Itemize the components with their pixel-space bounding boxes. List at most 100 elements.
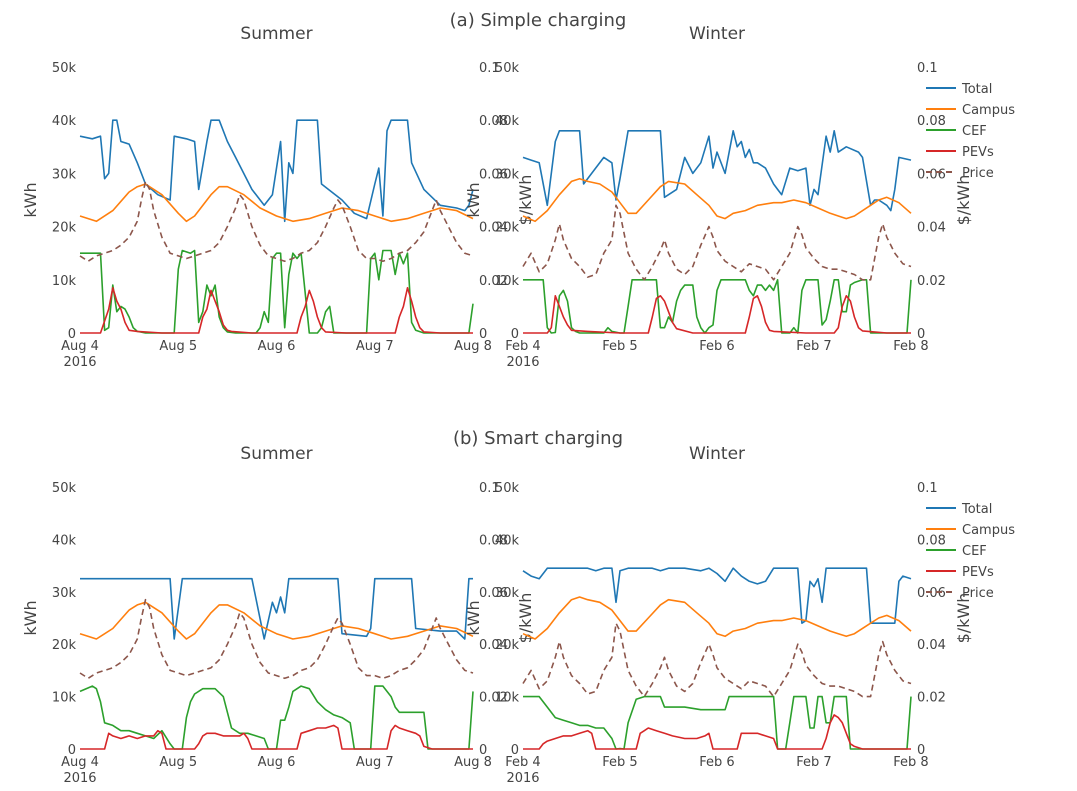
y-axis-title: kWh	[464, 182, 483, 217]
y2-tick-label: 0	[479, 743, 487, 758]
y-tick-label: 40k	[52, 114, 77, 129]
subplot-title: Summer	[240, 24, 312, 44]
y2-tick-label: 0.04	[917, 221, 946, 236]
y-tick-label: 10k	[52, 274, 77, 289]
series-line-pevs	[80, 724, 473, 750]
series-line-price	[79, 180, 474, 263]
subplot-title: Winter	[689, 444, 745, 464]
x-tick-label: Feb 8	[893, 755, 928, 770]
x-tick-label: Feb 6	[699, 339, 734, 354]
y2-tick-label: 0.1	[917, 481, 938, 496]
y2-axis-title: $/kWh	[516, 175, 535, 226]
x-tick-year-label: 2016	[506, 771, 539, 786]
legend-label-pevs: PEVs	[962, 565, 994, 580]
series-line-total	[522, 567, 912, 625]
x-tick-label: Aug 7	[356, 755, 394, 770]
y2-tick-label: 0	[917, 327, 925, 342]
y2-tick-label: 0	[479, 327, 487, 342]
panel-title-b: (b) Smart charging	[453, 428, 623, 449]
x-tick-label: Aug 7	[356, 339, 394, 354]
series-line-cef	[523, 695, 912, 750]
y-tick-label: 30k	[495, 586, 520, 601]
series-line-pevs	[80, 286, 473, 334]
y-axis-title: kWh	[21, 182, 40, 217]
legend-label-pevs: PEVs	[962, 145, 994, 160]
y-tick-label: 0	[511, 743, 519, 758]
y2-tick-label: 0.04	[479, 221, 508, 236]
y-tick-label: 20k	[52, 221, 77, 236]
x-tick-label: Aug 4	[61, 339, 99, 354]
y2-tick-label: 0.08	[917, 114, 946, 129]
y2-tick-label: 0.06	[917, 586, 946, 601]
series-line-cef	[80, 249, 474, 334]
subplot-0: Summer 0 10k 20k 30k 40k 50k 0 0.02 0.04 0.06 0.08 0…	[21, 24, 535, 370]
y2-tick-label: 0.1	[479, 481, 500, 496]
y-tick-label: 40k	[495, 114, 520, 129]
charts-layer: Summer 0 10k 20k 30k 40k 50k 0 0.02 0.04 0.06 0.08 0…	[21, 24, 973, 786]
legend: Total Campus CEF PEVs Price	[926, 82, 1015, 181]
legend-label-total: Total	[961, 502, 992, 517]
y-tick-label: 20k	[52, 638, 77, 653]
y-tick-label: 50k	[52, 481, 77, 496]
x-tick-label: Feb 5	[602, 755, 637, 770]
series-line-campus	[522, 596, 912, 640]
y2-tick-label: 0.06	[479, 167, 508, 182]
subplot-3: Winter 0 10k 20k 30k 40k 50k 0 0.02 0.04 0.06 0.08 0…	[464, 444, 973, 786]
y-tick-label: 50k	[495, 481, 520, 496]
y-tick-label: 30k	[495, 167, 520, 182]
y-tick-label: 10k	[495, 691, 520, 706]
legend-label-campus: Campus	[962, 523, 1015, 538]
y-tick-label: 0	[68, 743, 76, 758]
legend: Total Campus CEF PEVs Price	[926, 502, 1015, 601]
series-line-cef	[79, 685, 474, 750]
series-line-price	[79, 598, 474, 680]
x-tick-label: Feb 5	[602, 339, 637, 354]
series-line-price	[522, 204, 912, 281]
y-tick-label: 40k	[52, 533, 77, 548]
y2-tick-label: 0.02	[479, 274, 508, 289]
series-line-campus	[79, 601, 474, 640]
y-tick-label: 50k	[52, 61, 77, 76]
y2-tick-label: 0	[917, 743, 925, 758]
x-tick-label: Aug 8	[454, 339, 492, 354]
x-tick-label: Aug 5	[159, 755, 197, 770]
x-tick-label: Feb 6	[699, 755, 734, 770]
y-tick-label: 30k	[52, 167, 77, 182]
legend-label-cef: CEF	[962, 544, 987, 559]
y2-tick-label: 0.02	[917, 691, 946, 706]
series-line-pevs	[523, 714, 911, 750]
x-tick-label: Feb 7	[796, 755, 831, 770]
y2-tick-label: 0.1	[479, 61, 500, 76]
legend-label-campus: Campus	[962, 103, 1015, 118]
y-tick-label: 10k	[495, 274, 520, 289]
y2-tick-label: 0.08	[479, 533, 508, 548]
subplot-2: Summer 0 10k 20k 30k 40k 50k 0 0.02 0.04 0.06 0.08 0…	[21, 444, 535, 786]
x-tick-label: Feb 8	[893, 339, 928, 354]
x-tick-label: Feb 4	[505, 339, 540, 354]
y2-tick-label: 0.02	[917, 274, 946, 289]
y-tick-label: 20k	[495, 221, 520, 236]
y2-tick-label: 0.1	[917, 61, 938, 76]
y-tick-label: 0	[68, 327, 76, 342]
series-line-pevs	[523, 294, 911, 334]
y-tick-label: 0	[511, 327, 519, 342]
x-tick-year-label: 2016	[506, 355, 539, 370]
series-line-total	[522, 130, 912, 212]
series-line-cef	[523, 278, 912, 334]
y-tick-label: 40k	[495, 533, 520, 548]
y2-axis-title: $/kWh	[954, 593, 973, 644]
subplot-title: Winter	[689, 24, 745, 44]
series-line-campus	[79, 183, 474, 223]
x-tick-label: Aug 6	[258, 339, 296, 354]
subplot-1: Winter 0 10k 20k 30k 40k 50k 0 0.02 0.04 0.06 0.08 0…	[464, 24, 973, 370]
x-tick-year-label: 2016	[63, 771, 96, 786]
y-axis-title: kWh	[464, 600, 483, 635]
y2-tick-label: 0.04	[479, 638, 508, 653]
x-tick-label: Aug 6	[258, 755, 296, 770]
y2-tick-label: 0.04	[917, 638, 946, 653]
legends-layer: Total Campus CEF PEVs Price Total Campus CEF PEV…	[926, 82, 1015, 601]
y2-axis-title: $/kWh	[954, 175, 973, 226]
subplot-title: Summer	[240, 444, 312, 464]
y2-tick-label: 0.02	[479, 691, 508, 706]
